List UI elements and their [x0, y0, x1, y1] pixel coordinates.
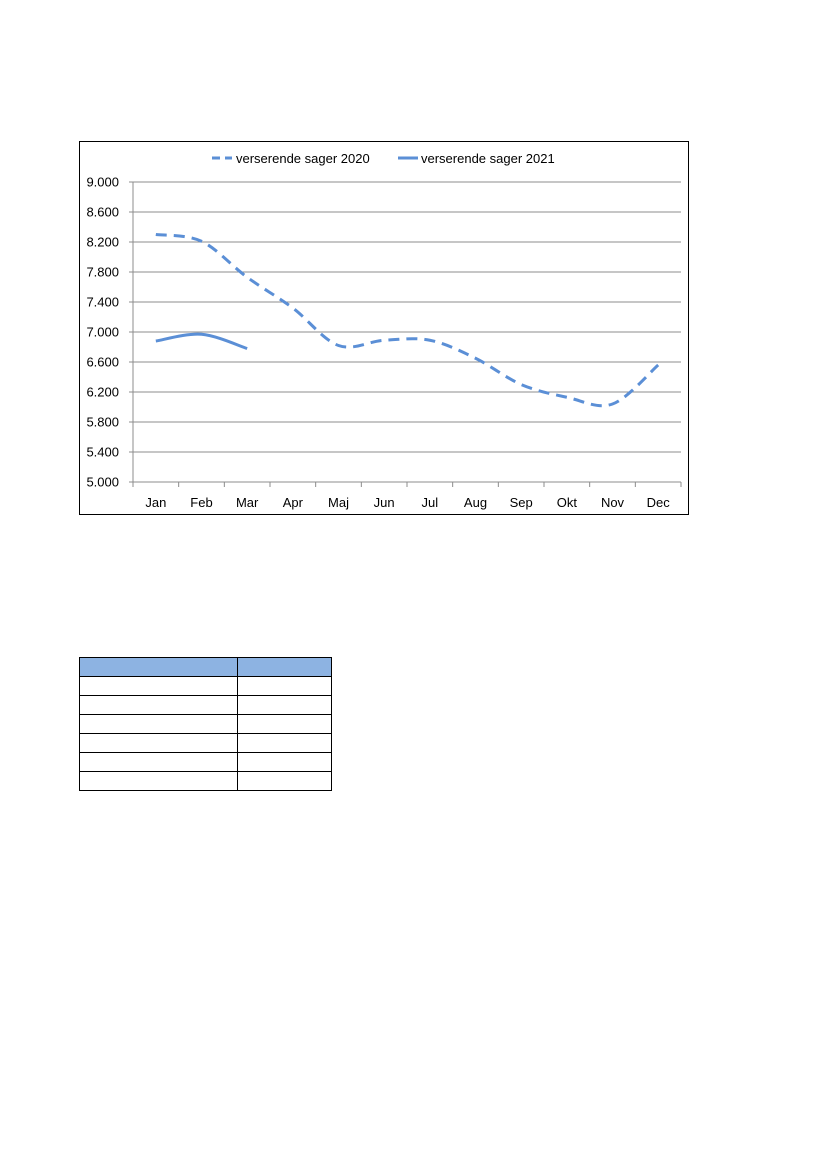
table-cell: [237, 714, 332, 734]
y-tick-label: 5.400: [86, 445, 119, 460]
y-tick-label: 8.600: [86, 205, 119, 220]
x-tick-label: Nov: [601, 495, 625, 510]
y-tick-label: 5.000: [86, 475, 119, 490]
legend-label-2: verserende sager 2021: [421, 151, 555, 166]
series-line-1: [155, 233, 660, 408]
table-row: [79, 695, 332, 715]
table-cell: [237, 752, 332, 772]
table-cell: [237, 771, 332, 791]
y-tick-label: 9.000: [86, 175, 119, 190]
table-cell: [79, 771, 238, 791]
x-tick-label: Aug: [464, 495, 487, 510]
x-tick-label: Apr: [283, 495, 304, 510]
table-cell: [237, 695, 332, 715]
y-tick-label: 8.200: [86, 235, 119, 250]
y-tick-label: 7.000: [86, 325, 119, 340]
legend-label-1: verserende sager 2020: [236, 151, 370, 166]
table-cell: [79, 752, 238, 772]
x-tick-label: Sep: [510, 495, 533, 510]
table-cell: [79, 695, 238, 715]
x-tick-label: Jul: [422, 495, 439, 510]
table-row: [79, 676, 332, 696]
data-table: [79, 657, 332, 791]
table-cell: [79, 714, 238, 734]
x-tick-label: Okt: [557, 495, 578, 510]
table-row: [79, 714, 332, 734]
x-tick-label: Maj: [328, 495, 349, 510]
series-line-2: [155, 332, 248, 350]
y-tick-label: 5.800: [86, 415, 119, 430]
table-row: [79, 771, 332, 791]
table-row: [79, 752, 332, 772]
chart-frame: 5.000 5.400 5.800 6.200 6.600 7.000 7.400 7.800…: [79, 141, 689, 515]
table-row: [79, 733, 332, 753]
table-cell: [237, 657, 332, 677]
x-tick-label: Mar: [236, 495, 259, 510]
x-tick-label: Jun: [374, 495, 395, 510]
y-tick-label: 6.200: [86, 385, 119, 400]
x-tick-label: Jan: [145, 495, 166, 510]
y-tick-label: 6.600: [86, 355, 119, 370]
table-cell: [79, 733, 238, 753]
table-cell: [237, 676, 332, 696]
table-cell: [237, 733, 332, 753]
y-tick-label: 7.400: [86, 295, 119, 310]
line-chart: 5.000 5.400 5.800 6.200 6.600 7.000 7.400 7.800…: [86, 151, 682, 510]
table-cell: [79, 657, 238, 677]
table-cell: [79, 676, 238, 696]
x-tick-label: Feb: [190, 495, 212, 510]
x-tick-label: Dec: [647, 495, 671, 510]
y-tick-label: 7.800: [86, 265, 119, 280]
table-header-row: [79, 657, 332, 677]
